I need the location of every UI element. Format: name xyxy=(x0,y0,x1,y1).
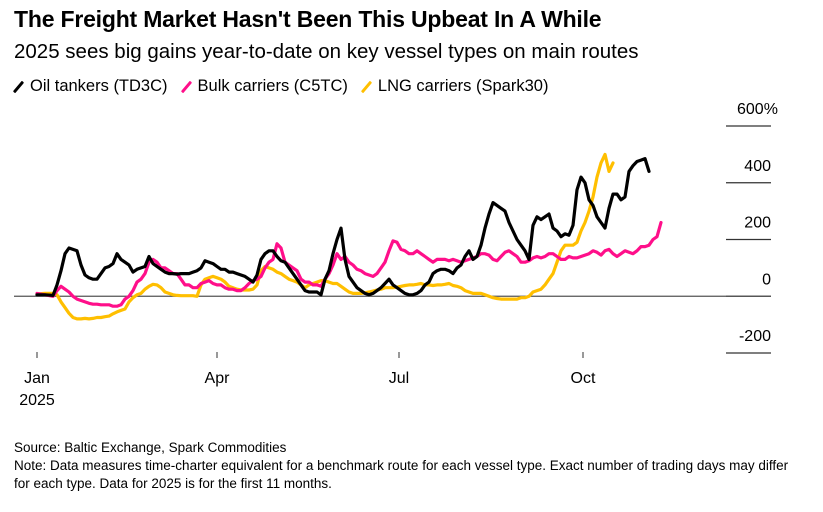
legend-item-lng-carriers: LNG carriers (Spark30) xyxy=(360,77,549,96)
y-tick-label: 0 xyxy=(762,271,771,288)
line-chart: 600% 400 200 0 -200 Jan 2025 Apr Jul Oct xyxy=(14,101,778,409)
series-layer xyxy=(35,152,663,321)
footer: Source: Baltic Exchange, Spark Commoditi… xyxy=(14,439,804,493)
x-axis: Jan 2025 Apr Jul Oct xyxy=(19,352,596,409)
chart-subtitle: 2025 sees big gains year-to-date on key … xyxy=(14,40,639,63)
source-note: Source: Baltic Exchange, Spark Commoditi… xyxy=(14,440,287,455)
legend-item-bulk-carriers: Bulk carriers (C5TC) xyxy=(180,77,348,96)
x-tick-label: Jul xyxy=(389,370,409,387)
methodology-note: Note: Data measures time-charter equival… xyxy=(14,458,789,491)
y-tick-label: 200 xyxy=(744,215,771,232)
y-tick-label: 600% xyxy=(737,101,778,118)
series-bulk-carriers xyxy=(35,220,663,308)
chart-title: The Freight Market Hasn't Been This Upbe… xyxy=(14,6,602,32)
legend-label-oil-tankers: Oil tankers (TD3C) xyxy=(30,77,168,95)
x-tick-label: Oct xyxy=(571,370,596,387)
legend-item-oil-tankers: Oil tankers (TD3C) xyxy=(12,77,168,96)
x-tick-label: Apr xyxy=(205,370,231,387)
x-tick-label: Jan xyxy=(24,370,50,387)
legend: Oil tankers (TD3C) Bulk carriers (C5TC) … xyxy=(12,77,549,96)
y-axis: 600% 400 200 0 -200 xyxy=(726,101,778,354)
x-tick-label-year: 2025 xyxy=(19,392,55,409)
series-lng-carriers xyxy=(35,152,615,321)
legend-label-bulk-carriers: Bulk carriers (C5TC) xyxy=(197,77,348,95)
y-tick-label: 400 xyxy=(744,158,771,175)
legend-label-lng-carriers: LNG carriers (Spark30) xyxy=(377,77,549,95)
y-tick-label: -200 xyxy=(739,328,771,345)
series-oil-tankers xyxy=(35,157,651,297)
